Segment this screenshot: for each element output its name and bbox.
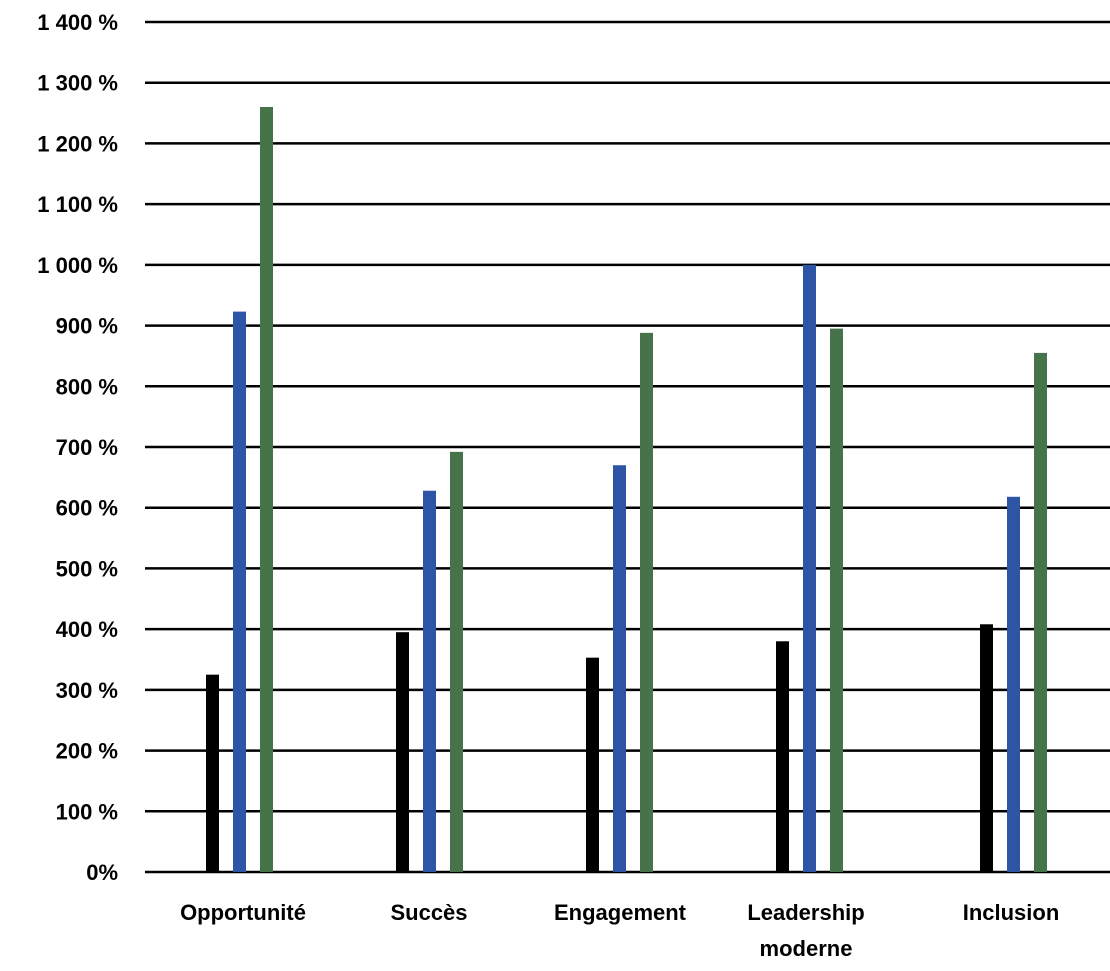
y-tick-label: 200 %	[56, 739, 118, 764]
y-tick-label: 1 100 %	[37, 192, 118, 217]
bar-2-series-2	[423, 490, 436, 872]
bar-2-series-1	[396, 632, 409, 872]
x-category-label: Inclusion	[963, 900, 1060, 925]
bar-4-series-1	[776, 641, 789, 872]
bar-3-series-1	[586, 657, 599, 872]
gridlines	[145, 20, 1110, 874]
bar-3-series-2	[613, 465, 626, 872]
bar-3-series-3	[640, 332, 653, 872]
y-tick-label: 700 %	[56, 435, 118, 460]
y-tick-label: 1 200 %	[37, 131, 118, 156]
y-tick-label: 0%	[86, 860, 118, 885]
y-axis-tick-labels: 0% 100 % 200 % 300 % 400 % 500 % 600 % 700 % 800…	[37, 10, 118, 885]
bar-1-series-2	[233, 311, 246, 872]
bar-5-series-3	[1034, 352, 1047, 873]
x-category-label: Opportunité	[180, 900, 306, 925]
y-tick-label: 1 300 %	[37, 71, 118, 96]
x-category-label: Succès	[390, 900, 467, 925]
y-tick-label: 600 %	[56, 496, 118, 521]
y-tick-label: 1 000 %	[37, 253, 118, 278]
bars	[206, 107, 1047, 873]
bar-4-series-2	[803, 264, 816, 872]
x-category-label: Leadership	[747, 900, 864, 925]
bar-2-series-3	[450, 451, 463, 872]
bar-1-series-1	[206, 674, 219, 872]
x-category-label: moderne	[760, 936, 853, 961]
y-tick-label: 900 %	[56, 314, 118, 339]
y-tick-label: 400 %	[56, 617, 118, 642]
bar-5-series-2	[1007, 496, 1020, 872]
bar-4-series-3	[830, 328, 843, 872]
x-axis-category-labels: Opportunité Succès Engagement Leadership mod…	[180, 900, 1059, 961]
y-tick-label: 100 %	[56, 799, 118, 824]
x-category-label: Engagement	[554, 900, 687, 925]
bar-1-series-3	[260, 107, 273, 872]
y-tick-label: 800 %	[56, 374, 118, 399]
y-tick-label: 300 %	[56, 678, 118, 703]
y-tick-label: 1 400 %	[37, 10, 118, 35]
bar-5-series-1	[980, 624, 993, 872]
y-tick-label: 500 %	[56, 556, 118, 581]
